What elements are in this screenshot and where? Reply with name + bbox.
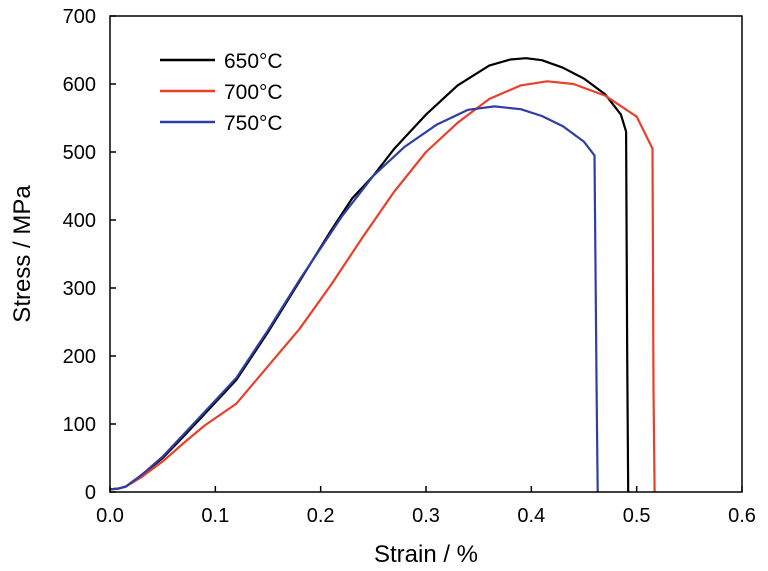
y-tick-label-7: 700	[63, 6, 96, 28]
series-line-0	[109, 57, 630, 493]
y-tick-label-2: 200	[63, 346, 96, 368]
chart-marks	[109, 57, 656, 493]
series-line-1	[109, 80, 656, 493]
y-tick-label-6: 600	[63, 74, 96, 96]
x-tick-label-2: 0.2	[307, 505, 335, 527]
x-tick-label-0: 0.0	[96, 505, 124, 527]
x-axis-title: Strain / %	[374, 541, 478, 568]
y-axis-title: Stress / MPa	[9, 185, 36, 323]
legend-label-2: 750°C	[224, 112, 283, 135]
plot-frame	[109, 15, 743, 493]
x-tick-label-4: 0.4	[517, 505, 545, 527]
x-tick-label-3: 0.3	[412, 505, 440, 527]
legend-label-0: 650°C	[224, 50, 283, 73]
x-tick-label-1: 0.1	[201, 505, 229, 527]
chart-axes: 0.0 0.1 0.2 0.3 0.4 0.5 0.6 0 100 200 300 400 500 600…	[63, 6, 756, 527]
y-tick-label-1: 100	[63, 414, 96, 436]
x-tick-label-6: 0.6	[728, 505, 756, 527]
y-tick-label-0: 0	[85, 482, 96, 504]
y-tick-label-3: 300	[63, 278, 96, 300]
x-tick-label-5: 0.5	[623, 505, 651, 527]
y-tick-label-5: 500	[63, 142, 96, 164]
y-tick-label-4: 400	[63, 210, 96, 232]
legend-label-1: 700°C	[224, 81, 283, 104]
legend: 650°C 700°C 750°C	[160, 50, 283, 135]
series-line-2	[109, 105, 599, 493]
